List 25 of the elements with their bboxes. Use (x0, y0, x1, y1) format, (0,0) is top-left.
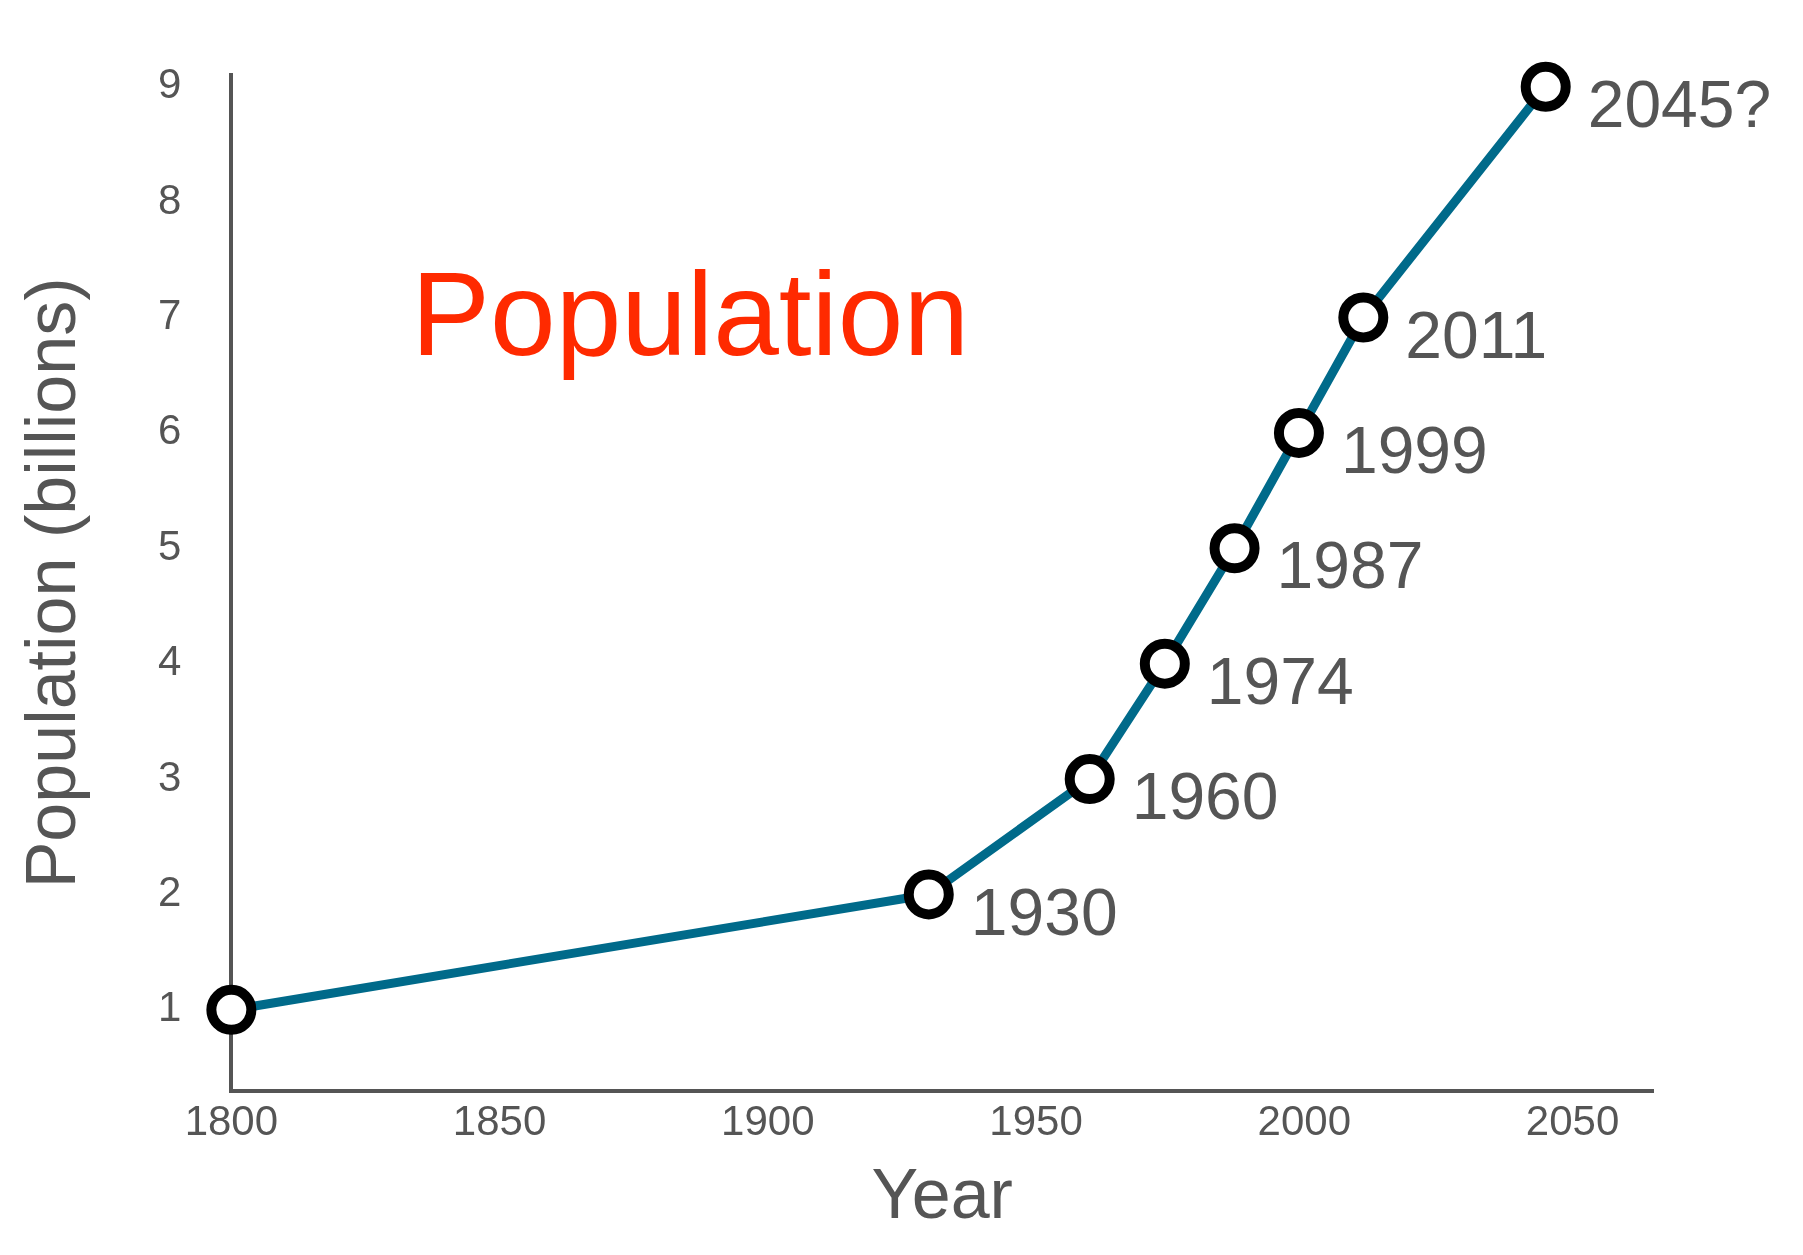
y-axis-title: Population (billions) (12, 277, 91, 889)
y-tick-label: 4 (158, 637, 182, 685)
y-tick-label: 5 (158, 521, 182, 569)
annotation: 1987 (1276, 528, 1424, 603)
annotation: 1960 (1131, 759, 1279, 834)
x-tick-label: 1950 (989, 1097, 1083, 1145)
y-tick-label: 7 (158, 291, 182, 339)
x-tick-label: 1850 (452, 1097, 547, 1145)
x-tick-label: 2050 (1525, 1097, 1620, 1145)
y-tick-label: 6 (158, 406, 182, 454)
annotation: 1999 (1340, 413, 1488, 488)
y-tick-label: 2 (158, 868, 182, 916)
y-tick-label: 3 (158, 752, 182, 800)
annotation: 2011 (1405, 297, 1548, 372)
annotation: 1974 (1206, 643, 1354, 718)
y-tick-label: 8 (158, 175, 182, 223)
annotation: 1930 (970, 874, 1118, 949)
y-tick-label: 1 (158, 983, 182, 1031)
y-tick-label: 9 (158, 60, 182, 108)
x-tick-label: 1800 (184, 1097, 279, 1145)
x-axis-title: Year (871, 1155, 1013, 1234)
text: Population (411, 248, 970, 381)
annotation: 2045? (1587, 66, 1772, 141)
x-tick-label: 2000 (1257, 1097, 1352, 1145)
x-tick-label: 1900 (721, 1097, 815, 1145)
